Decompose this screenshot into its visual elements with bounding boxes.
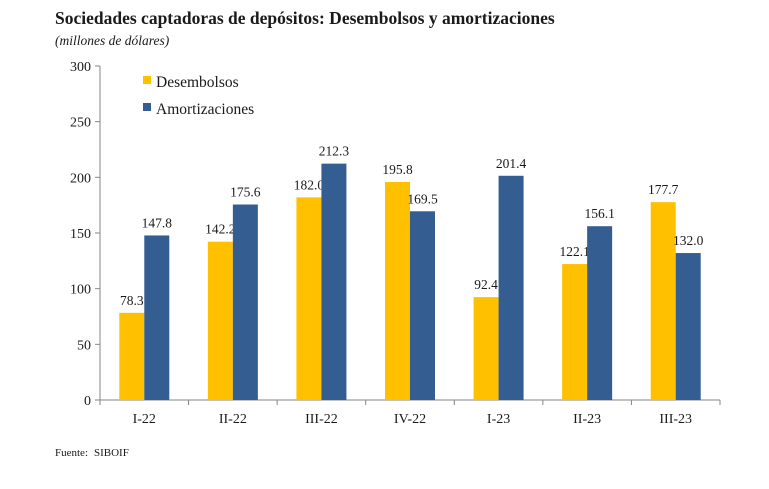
y-tick-label: 150	[70, 227, 91, 242]
data-label-amortizaciones: 212.3	[319, 144, 350, 159]
x-tick-label: I-22	[133, 412, 156, 427]
bar-desembolsos	[385, 182, 410, 400]
y-tick-label: 300	[70, 60, 91, 75]
data-label-desembolsos: 182.0	[294, 177, 325, 192]
bar-desembolsos	[207, 241, 233, 400]
y-tick-label: 50	[77, 338, 91, 353]
x-tick-label: II-22	[219, 412, 247, 427]
legend-label-desembolsos: Desembolsos	[156, 74, 239, 91]
source-label: Fuente:	[55, 447, 88, 459]
y-tick-label: 100	[70, 283, 91, 298]
bar-amortizaciones	[321, 163, 347, 400]
data-label-desembolsos: 142.2	[205, 222, 235, 237]
data-label-desembolsos: 177.7	[648, 182, 679, 197]
bar-desembolsos	[473, 297, 499, 400]
data-label-amortizaciones: 169.5	[407, 191, 438, 206]
source-value: SIBOIF	[94, 447, 129, 459]
y-tick-label: 0	[84, 394, 91, 409]
x-tick-label: IV-22	[394, 412, 426, 427]
legend-swatch-amortizaciones	[143, 103, 151, 111]
bar-amortizaciones	[498, 175, 524, 400]
legend-label-amortizaciones: Amortizaciones	[156, 101, 254, 118]
data-label-amortizaciones: 156.1	[584, 206, 614, 221]
bar-amortizaciones	[587, 226, 613, 400]
bar-amortizaciones	[675, 253, 701, 400]
bar-desembolsos	[650, 202, 676, 400]
bar-amortizaciones	[410, 211, 435, 400]
y-tick-label: 200	[70, 171, 91, 186]
data-label-amortizaciones: 175.6	[230, 184, 261, 199]
source-note: Fuente: SIBOIF	[55, 447, 135, 459]
bar-desembolsos	[119, 312, 145, 400]
bar-amortizaciones	[232, 204, 258, 400]
data-label-desembolsos: 92.4	[474, 277, 498, 292]
data-label-amortizaciones: 147.8	[142, 215, 173, 230]
x-tick-label: I-23	[487, 412, 510, 427]
data-label-desembolsos: 122.1	[559, 244, 589, 259]
data-label-amortizaciones: 132.0	[673, 233, 704, 248]
y-tick-label: 250	[70, 116, 91, 131]
bar-desembolsos	[562, 264, 588, 400]
x-tick-label: III-23	[659, 412, 692, 427]
bar-amortizaciones	[144, 235, 170, 400]
chart-subtitle: (millones de dólares)	[55, 33, 170, 48]
x-tick-label: II-23	[573, 412, 601, 427]
data-label-amortizaciones: 201.4	[496, 156, 527, 171]
x-tick-label: III-22	[305, 412, 338, 427]
bar-desembolsos	[296, 197, 322, 400]
legend-swatch-desembolsos	[143, 76, 151, 84]
data-label-desembolsos: 195.8	[382, 162, 413, 177]
chart-title: Sociedades captadoras de depósitos: Dese…	[55, 8, 555, 28]
data-label-desembolsos: 78.3	[120, 293, 144, 308]
